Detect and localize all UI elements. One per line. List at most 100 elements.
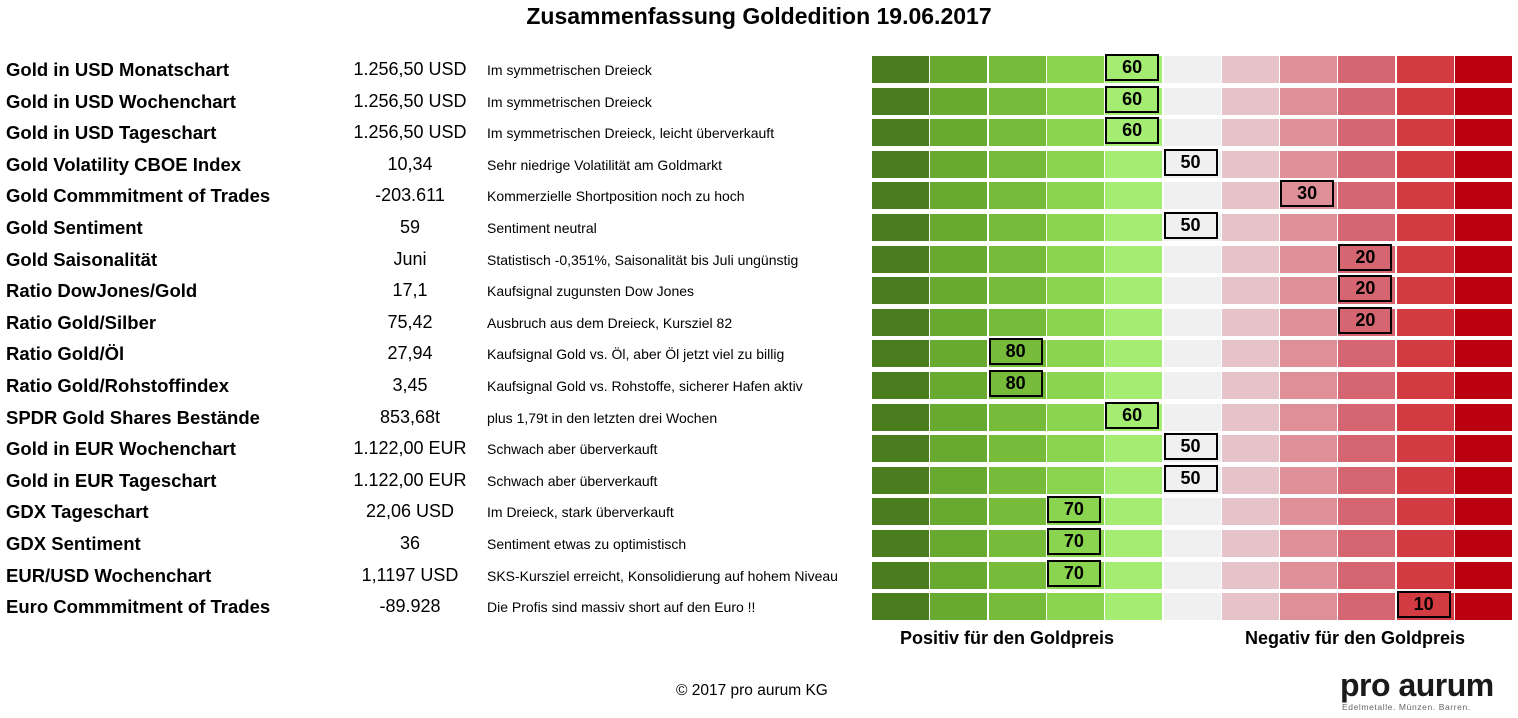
score-marker: 80 — [988, 338, 1043, 366]
indicator-comment: Statistisch -0,351%, Saisonalität bis Ju… — [487, 251, 799, 268]
indicator-comment: Die Profis sind massiv short auf den Eur… — [487, 599, 756, 616]
score-segment — [1396, 403, 1454, 431]
score-segment — [872, 403, 929, 431]
score-segment — [872, 340, 929, 368]
indicator-value: 1.256,50 USD — [353, 90, 467, 111]
score-segment — [1280, 56, 1338, 83]
table-row: Gold Saisonalität Juni Statistisch -0,351%… — [0, 243, 1518, 275]
score-segment — [872, 277, 929, 305]
score-segment — [1221, 308, 1279, 336]
score-segment — [1338, 56, 1396, 83]
score-segment — [988, 119, 1046, 147]
score-bar: 80 — [872, 338, 1513, 368]
score-segment — [1280, 119, 1338, 147]
indicator-comment: Schwach aber überverkauft — [487, 472, 658, 489]
score-marker: 20 — [1338, 306, 1393, 334]
score-segment — [988, 87, 1046, 115]
score-segment — [1280, 87, 1338, 115]
score-segment — [930, 150, 988, 178]
score-segment — [1221, 245, 1279, 273]
score-segment — [1280, 466, 1338, 494]
indicator-comment: Kaufsignal Gold vs. Öl, aber Öl jetzt vi… — [487, 346, 785, 363]
table-row: Ratio Gold/Silber 75,42 Ausbruch aus dem D… — [0, 306, 1518, 338]
score-segment — [1280, 561, 1338, 589]
score-bar: 70 — [872, 559, 1513, 589]
score-segment — [1163, 403, 1221, 431]
score-segment — [1163, 372, 1221, 399]
table-row: Ratio Gold/Öl 27,94 Kaufsignal Gold vs. Öl… — [0, 338, 1518, 369]
legend-negative: Negativ für den Goldpreis — [1245, 628, 1466, 648]
score-segment — [1105, 150, 1163, 178]
score-marker: 70 — [1046, 528, 1101, 555]
score-segment — [988, 530, 1046, 557]
score-segment — [1280, 245, 1338, 273]
score-segment — [1280, 372, 1338, 399]
score-bar: 50 — [872, 148, 1513, 178]
score-segment — [1163, 308, 1221, 336]
score-segment — [1396, 214, 1454, 241]
score-segment — [1105, 498, 1163, 526]
score-segment — [1280, 277, 1338, 305]
indicator-name: Gold Saisonalität — [6, 248, 158, 270]
score-segment — [1455, 340, 1512, 368]
score-segment — [872, 530, 929, 557]
indicator-comment: SKS-Kursziel erreicht, Konsolidierung au… — [487, 567, 838, 584]
score-marker: 50 — [1163, 148, 1218, 176]
indicator-name: Gold in EUR Tageschart — [6, 469, 217, 491]
indicator-value: 853,68t — [379, 406, 441, 427]
score-segment — [1280, 340, 1338, 368]
score-bar: 50 — [872, 464, 1513, 494]
score-segment — [1046, 277, 1104, 305]
score-segment — [988, 403, 1046, 431]
score-marker: 20 — [1338, 275, 1393, 303]
score-segment — [872, 435, 929, 463]
score-segment — [930, 466, 988, 494]
indicator-name: Gold in USD Wochenchart — [6, 90, 236, 112]
indicator-name: Gold Commmitment of Trades — [6, 185, 271, 207]
score-segment — [1396, 466, 1454, 494]
score-segment — [1105, 561, 1163, 589]
score-segment — [1221, 372, 1279, 399]
score-segment — [1338, 466, 1396, 494]
score-bar: 60 — [872, 117, 1513, 147]
score-segment — [872, 466, 929, 494]
table-row: Euro Commmitment of Trades -89.928 Die Pro… — [0, 591, 1518, 622]
score-segment — [1338, 498, 1396, 526]
score-segment — [1221, 435, 1279, 463]
score-segment — [1163, 182, 1221, 210]
score-segment — [1338, 435, 1396, 463]
score-marker: 80 — [988, 370, 1043, 397]
score-segment — [930, 245, 988, 273]
logo-tagline: Edelmetalle. Münzen. Barren. — [1342, 702, 1471, 712]
score-segment — [1396, 372, 1454, 399]
score-segment — [872, 119, 929, 147]
score-bar: 50 — [872, 212, 1513, 241]
score-segment — [1046, 340, 1104, 368]
score-segment — [1338, 182, 1396, 210]
score-segment — [1221, 593, 1279, 621]
score-segment — [1455, 182, 1512, 210]
indicator-comment: Im symmetrischen Dreieck, leicht überver… — [487, 125, 775, 142]
indicator-comment: plus 1,79t in den letzten drei Wochen — [487, 409, 718, 426]
score-segment — [1221, 498, 1279, 526]
score-bar: 50 — [872, 433, 1513, 463]
score-segment — [872, 372, 929, 399]
score-segment — [930, 87, 988, 115]
table-row: GDX Sentiment 36 Sentiment etwas zu optimi… — [0, 528, 1518, 559]
score-marker: 20 — [1338, 243, 1393, 271]
score-segment — [1396, 56, 1454, 83]
score-segment — [1105, 308, 1163, 336]
table-row: Gold Volatility CBOE Index 10,34 Sehr nied… — [0, 148, 1518, 180]
score-segment — [872, 214, 929, 241]
score-segment — [1455, 372, 1512, 399]
score-segment — [872, 56, 929, 83]
score-segment — [1338, 150, 1396, 178]
score-segment — [1046, 308, 1104, 336]
score-segment — [1046, 87, 1104, 115]
score-bar: 20 — [872, 306, 1513, 336]
score-segment — [1455, 435, 1512, 463]
score-segment — [1338, 372, 1396, 399]
indicator-value: Juni — [393, 248, 427, 269]
table-row: Gold Commmitment of Trades -203.611 Kommer… — [0, 180, 1518, 211]
indicator-name: Euro Commmitment of Trades — [6, 596, 271, 618]
